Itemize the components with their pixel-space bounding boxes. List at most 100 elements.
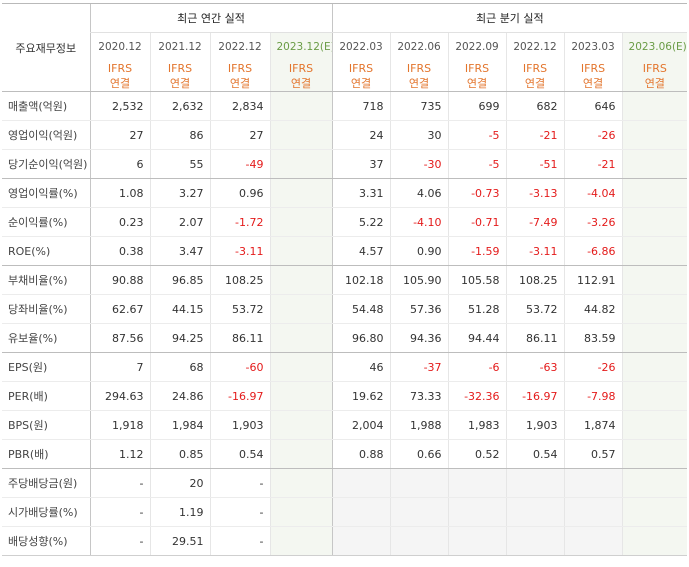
quarter-value-cell: -7.98 bbox=[563, 381, 623, 411]
quarter-value-cell: -21 bbox=[563, 149, 623, 179]
quarter-value-cell: -4.04 bbox=[563, 178, 623, 208]
quarter-value-cell bbox=[505, 468, 565, 498]
annual-value-cell: 6 bbox=[89, 149, 150, 179]
annual-value-cell: 1.12 bbox=[89, 439, 150, 469]
ifrs-label: IFRS bbox=[464, 62, 490, 75]
quarter-value-cell: 0.54 bbox=[505, 439, 565, 469]
quarter-value-cell: 2,004 bbox=[331, 410, 391, 440]
annual-value-cell: -1.72 bbox=[209, 207, 270, 237]
ifrs-consolidated-tag: IFRS 연결 bbox=[89, 61, 150, 92]
annual-value-cell: 68 bbox=[149, 352, 210, 382]
quarter-value-cell bbox=[331, 468, 391, 498]
quarter-value-cell bbox=[505, 497, 565, 527]
quarter-estimate-cell bbox=[621, 468, 688, 498]
quarter-estimate-cell bbox=[621, 294, 688, 324]
consolidated-label: 연결 bbox=[408, 77, 430, 90]
row-label: 주당배당금(원) bbox=[2, 468, 90, 498]
annual-value-cell: 3.27 bbox=[149, 178, 210, 208]
annual-estimate-cell bbox=[269, 526, 333, 556]
quarter-estimate-cell bbox=[621, 149, 688, 179]
quarter-value-cell bbox=[563, 468, 623, 498]
table-header-label: 주요재무정보 bbox=[2, 3, 90, 92]
annual-value-cell: 0.85 bbox=[149, 439, 210, 469]
annual-value-cell: 3.47 bbox=[149, 236, 210, 266]
quarter-value-cell: 735 bbox=[389, 91, 449, 121]
quarter-value-cell: 0.90 bbox=[389, 236, 449, 266]
quarter-value-cell: 46 bbox=[331, 352, 391, 382]
quarter-value-cell: -51 bbox=[505, 149, 565, 179]
annual-estimate-cell bbox=[269, 352, 333, 382]
quarter-value-cell: -3.26 bbox=[563, 207, 623, 237]
table-row: 당좌비율(%) 62.67 44.15 53.72 54.48 57.36 51.28 53.… bbox=[2, 294, 688, 324]
annual-value-cell: 0.96 bbox=[209, 178, 270, 208]
annual-estimate-cell bbox=[269, 410, 333, 440]
row-label: 유보율(%) bbox=[2, 323, 90, 353]
quarter-value-cell: 682 bbox=[505, 91, 565, 121]
annual-estimate-cell bbox=[269, 178, 333, 208]
annual-value-cell: 1.08 bbox=[89, 178, 150, 208]
quarter-value-cell: -32.36 bbox=[447, 381, 507, 411]
table-row: PER(배) 294.63 24.86 -16.97 19.62 73.33 -32.36-… bbox=[2, 381, 688, 411]
annual-value-cell: 1.19 bbox=[149, 497, 210, 527]
quarter-value-cell: 37 bbox=[331, 149, 391, 179]
table-row: 영업이익(억원) 27 86 27 24 30 -5 -21 -26 bbox=[2, 120, 688, 150]
annual-value-cell: 0.38 bbox=[89, 236, 150, 266]
table-row: 시가배당률(%) -1.19- bbox=[2, 497, 688, 527]
annual-value-cell: 27 bbox=[209, 120, 270, 150]
row-label: 당기순이익(억원) bbox=[2, 149, 90, 179]
quarter-value-cell: 53.72 bbox=[505, 294, 565, 324]
ifrs-label: IFRS bbox=[348, 62, 374, 75]
quarter-value-cell: -26 bbox=[563, 120, 623, 150]
row-label: 당좌비율(%) bbox=[2, 294, 90, 324]
annual-estimate-cell bbox=[269, 497, 333, 527]
annual-period-header: 2022.12 bbox=[209, 32, 270, 61]
annual-period-header: 2021.12 bbox=[149, 32, 210, 61]
quarter-value-cell: 102.18 bbox=[331, 265, 391, 295]
annual-value-cell: 20 bbox=[149, 468, 210, 498]
quarter-value-cell: 105.58 bbox=[447, 265, 507, 295]
quarter-value-cell: 4.06 bbox=[389, 178, 449, 208]
annual-estimate-cell bbox=[269, 236, 333, 266]
quarter-estimate-cell bbox=[621, 526, 688, 556]
row-label: PER(배) bbox=[2, 381, 90, 411]
quarter-value-cell: 51.28 bbox=[447, 294, 507, 324]
table-row: PBR(배) 1.12 0.85 0.54 0.88 0.66 0.52 0.54 0.57 bbox=[2, 439, 688, 469]
quarter-estimate-cell bbox=[621, 207, 688, 237]
consolidated-label: 연결 bbox=[524, 77, 546, 90]
ifrs-consolidated-tag: IFRS 연결 bbox=[269, 61, 333, 92]
consolidated-label: 연결 bbox=[582, 77, 604, 90]
quarter-value-cell: -5 bbox=[447, 149, 507, 179]
annual-value-cell: 86.11 bbox=[209, 323, 270, 353]
annual-estimate-cell bbox=[269, 323, 333, 353]
quarter-value-cell bbox=[505, 526, 565, 556]
table-row: 부채비율(%) 90.88 96.85 108.25 102.18 105.90 105.5… bbox=[2, 265, 688, 295]
table-row: 주당배당금(원) -20- bbox=[2, 468, 688, 498]
quarter-value-cell: 0.66 bbox=[389, 439, 449, 469]
quarter-value-cell: 0.88 bbox=[331, 439, 391, 469]
annual-estimate-cell bbox=[269, 265, 333, 295]
annual-value-cell: 96.85 bbox=[149, 265, 210, 295]
quarter-value-cell bbox=[447, 468, 507, 498]
quarter-estimate-cell bbox=[621, 497, 688, 527]
quarter-value-cell: -16.97 bbox=[505, 381, 565, 411]
quarter-value-cell: -3.11 bbox=[505, 236, 565, 266]
annual-estimate-cell bbox=[269, 468, 333, 498]
quarter-value-cell: 3.31 bbox=[331, 178, 391, 208]
annual-value-cell: 0.23 bbox=[89, 207, 150, 237]
quarter-value-cell: -7.49 bbox=[505, 207, 565, 237]
consolidated-label: 연결 bbox=[229, 77, 251, 90]
annual-value-cell: 53.72 bbox=[209, 294, 270, 324]
consolidated-label: 연결 bbox=[350, 77, 372, 90]
row-label: ROE(%) bbox=[2, 236, 90, 266]
annual-value-cell: -60 bbox=[209, 352, 270, 382]
consolidated-label: 연결 bbox=[466, 77, 488, 90]
annual-value-cell: - bbox=[209, 526, 270, 556]
annual-value-cell: 2.07 bbox=[149, 207, 210, 237]
annual-value-cell: 55 bbox=[149, 149, 210, 179]
table-row: EPS(원) 7 68 -60 46 -37 -6 -63 -26 bbox=[2, 352, 688, 382]
table-row: 유보율(%) 87.56 94.25 86.11 96.80 94.36 94.44 86.1… bbox=[2, 323, 688, 353]
annual-estimate-period-header: 2023.12(E) bbox=[269, 32, 333, 61]
quarter-value-cell: 0.52 bbox=[447, 439, 507, 469]
quarter-estimate-cell bbox=[621, 323, 688, 353]
ifrs-label: IFRS bbox=[642, 62, 667, 75]
